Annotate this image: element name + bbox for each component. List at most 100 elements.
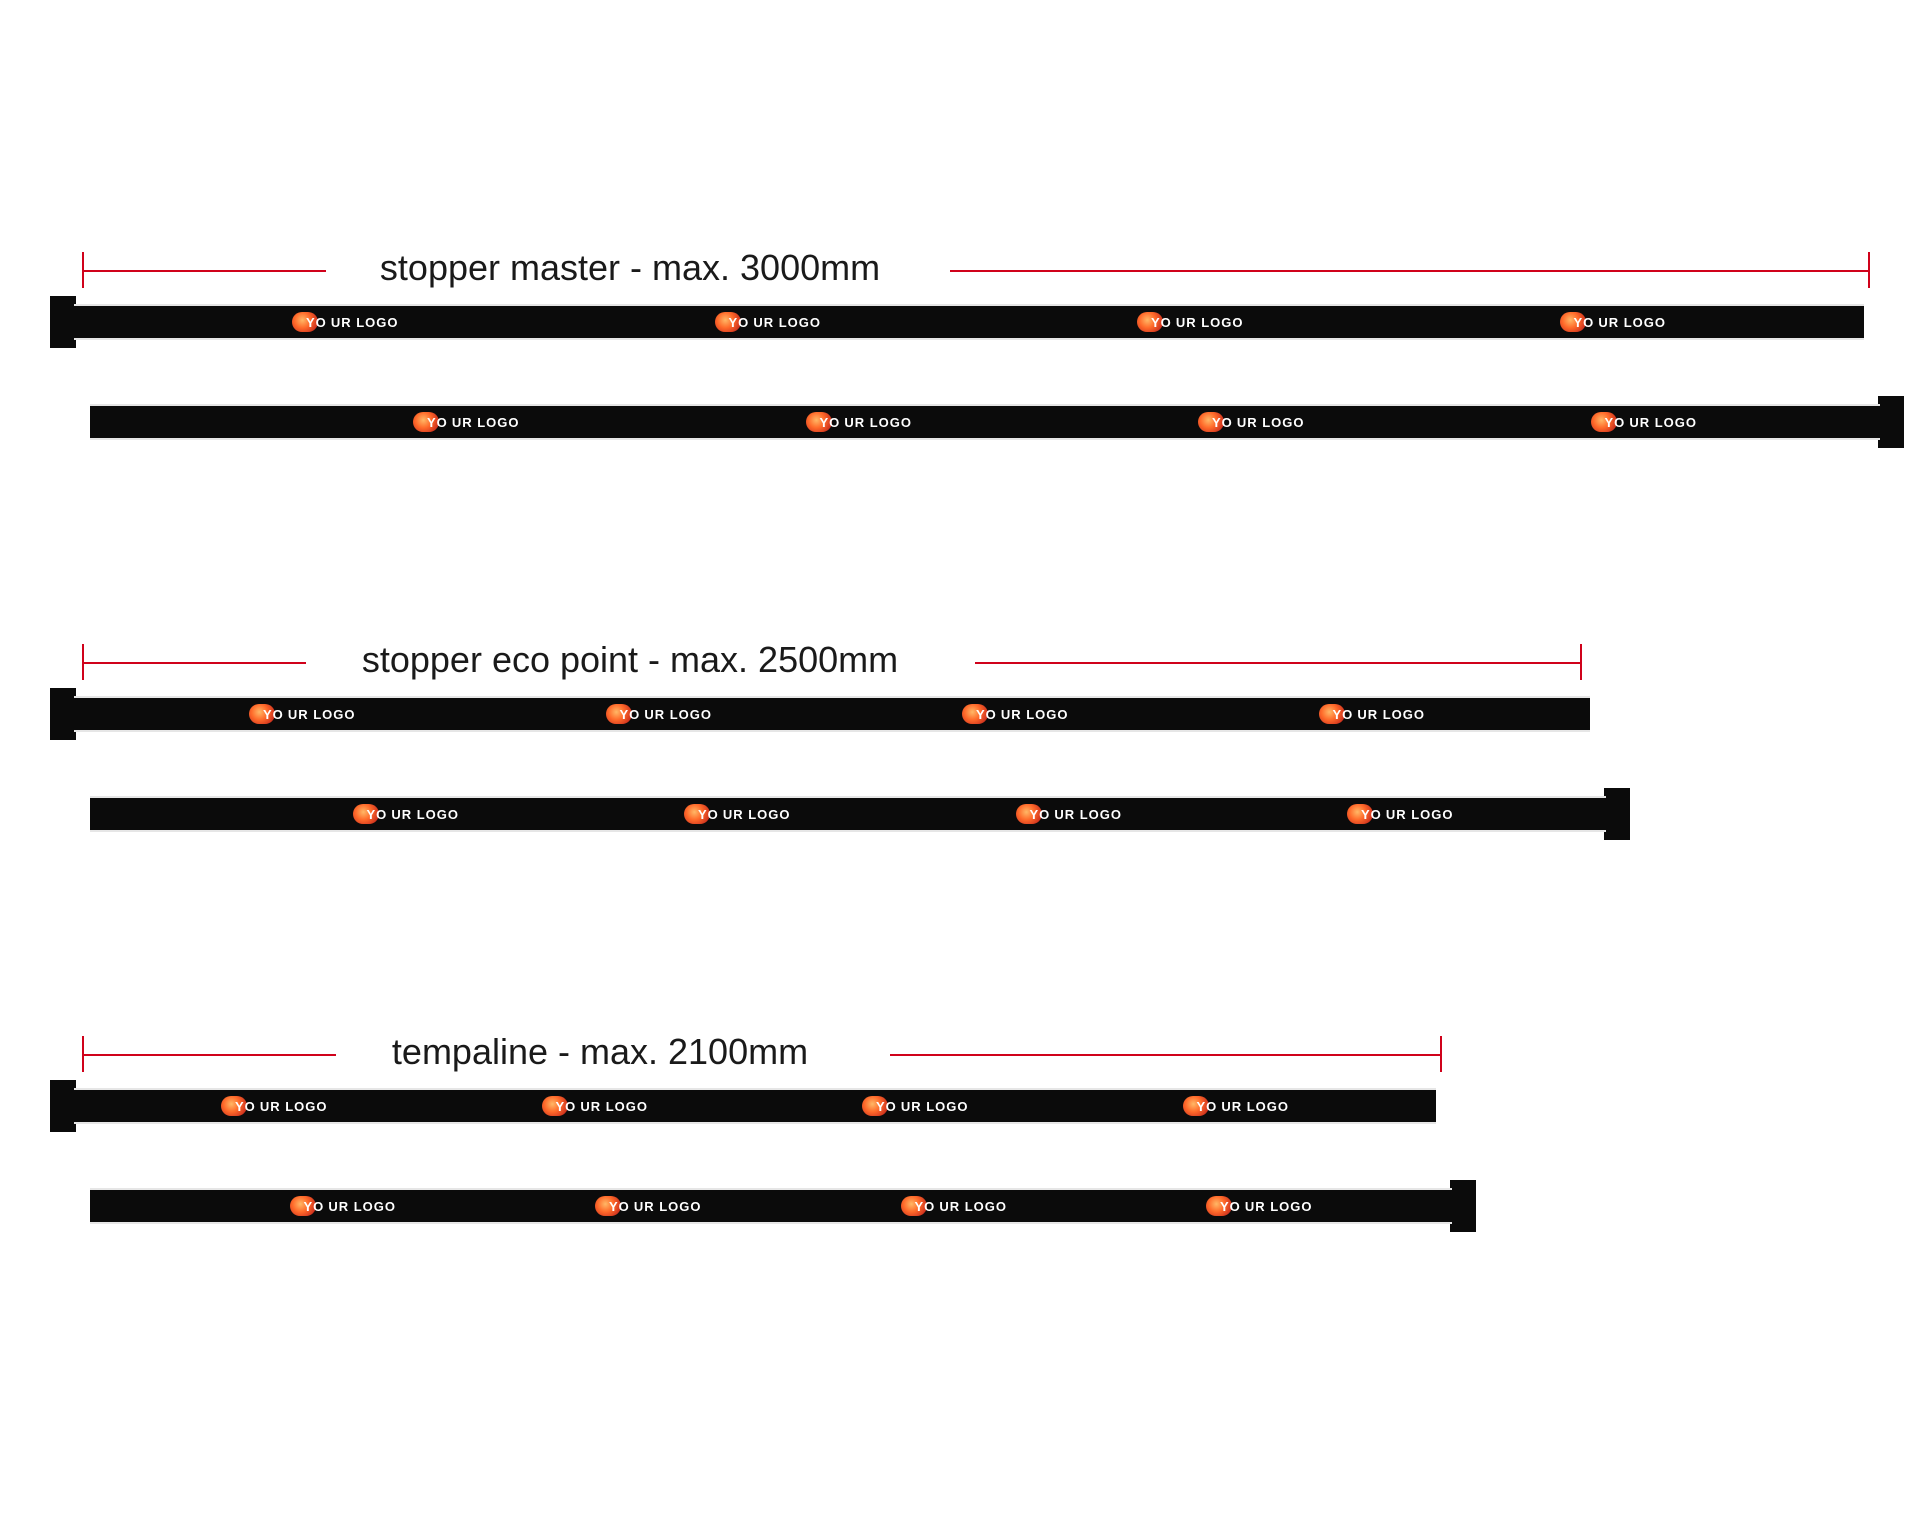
bar-end-cap-right [1878, 396, 1904, 448]
dimension-line: stopper master - max. 3000mm [0, 252, 1920, 288]
dimension-label: stopper eco point - max. 2500mm [348, 639, 912, 681]
your-logo-badge: YO UR LOGO [862, 1096, 968, 1116]
logo-text-right: UR LOGO [1245, 1199, 1313, 1214]
logo-text-right: UR LOGO [391, 807, 459, 822]
your-logo-badge: YOUR LOGO [542, 1096, 648, 1116]
your-logo-badge: YOUR LOGO [353, 804, 459, 824]
logo-text-right: UR LOGO [1357, 707, 1425, 722]
your-logo-badge: YOUR LOGO [806, 412, 912, 432]
logo-text-right: UR LOGO [723, 807, 791, 822]
your-logo-badge: YO UR LOGO [1206, 1196, 1312, 1216]
logo-text-right: UR LOGO [1176, 315, 1244, 330]
bar-end-cap-left [50, 1080, 76, 1132]
logo-text-left: YO [698, 807, 719, 822]
dimension-tick-left [82, 252, 84, 288]
logo-text-left: YO [1361, 807, 1382, 822]
bar-end-cap-right [1604, 788, 1630, 840]
logo-text-right: UR LOGO [1221, 1099, 1289, 1114]
your-logo-badge: YOUR LOGO [1016, 804, 1122, 824]
bar-rail: YOUR LOGOYOUR LOGOYOUR LOGOYOUR LOGO [90, 796, 1606, 832]
dimension-segment-right [950, 270, 1868, 272]
product-bar: YOUR LOGOYOUR LOGOYOUR LOGOYOUR LOGO [70, 796, 1626, 832]
your-logo-badge: YOUR LOGO [1137, 312, 1243, 332]
product-bar: YOUR LOGOYOUR LOGOYOUR LOGOYOUR LOGO [70, 404, 1900, 440]
logo-text-left: YO [427, 415, 448, 430]
logo-text-left: YO [1030, 807, 1051, 822]
logo-text-right: UR LOGO [1629, 415, 1697, 430]
logo-text-left: YO [1605, 415, 1626, 430]
your-logo-badge: YOUR LOGO [901, 1196, 1007, 1216]
product-bar: YOUR LOGOYOUR LOGOYOUR LOGOYOUR LOGO [54, 696, 1610, 732]
logo-text-left: YO [820, 415, 841, 430]
your-logo-badge: YO UR LOGO [413, 412, 519, 432]
bar-rail: YOUR LOGOYOUR LOGOYOUR LOGOYOUR LOGO [74, 1088, 1436, 1124]
logo-text-right: UR LOGO [901, 1099, 969, 1114]
dimension-tick-right [1440, 1036, 1442, 1072]
your-logo-badge: YO UR LOGO [292, 312, 398, 332]
your-logo-badge: YO UR LOGO [1347, 804, 1453, 824]
logo-text-right: UR LOGO [331, 315, 399, 330]
logo-text-left: YO [609, 1199, 630, 1214]
logo-text-left: YO [235, 1099, 256, 1114]
bar-end-cap-right [1450, 1180, 1476, 1232]
logo-text-right: UR LOGO [634, 1199, 702, 1214]
your-logo-badge: YOUR LOGO [290, 1196, 396, 1216]
bar-end-cap-left [50, 296, 76, 348]
product-size-diagram: stopper master - max. 3000mmYOUR LOGOYOU… [0, 0, 1920, 1536]
bar-rail: YOUR LOGOYOUR LOGOYOUR LOGOYOUR LOGO [74, 304, 1864, 340]
your-logo-badge: YOUR LOGO [249, 704, 355, 724]
logo-text-right: UR LOGO [1386, 807, 1454, 822]
logo-text-left: YO [306, 315, 327, 330]
dimension-tick-right [1868, 252, 1870, 288]
bar-rail: YOUR LOGOYOUR LOGOYOUR LOGOYOUR LOGO [74, 696, 1590, 732]
logo-text-left: YO [620, 707, 641, 722]
your-logo-badge: YOUR LOGO [1319, 704, 1425, 724]
dimension-segment-left [82, 1054, 336, 1056]
dimension-tick-left [82, 1036, 84, 1072]
dimension-segment-right [890, 1054, 1440, 1056]
logo-text-right: UR LOGO [1598, 315, 1666, 330]
product-bar: YOUR LOGOYOUR LOGOYOUR LOGOYOUR LOGO [54, 304, 1884, 340]
logo-text-right: UR LOGO [1237, 415, 1305, 430]
product-bar: YOUR LOGOYOUR LOGOYOUR LOGOYOUR LOGO [70, 1188, 1472, 1224]
logo-text-right: UR LOGO [844, 415, 912, 430]
dimension-label: stopper master - max. 3000mm [366, 247, 894, 289]
your-logo-badge: YOUR LOGO [1183, 1096, 1289, 1116]
logo-text-left: YO [304, 1199, 325, 1214]
logo-text-right: UR LOGO [1054, 807, 1122, 822]
logo-text-right: UR LOGO [260, 1099, 328, 1114]
dimension-segment-right [975, 662, 1580, 664]
logo-text-left: YO [556, 1099, 577, 1114]
your-logo-badge: YOUR LOGO [606, 704, 712, 724]
your-logo-badge: YO UR LOGO [221, 1096, 327, 1116]
your-logo-badge: YO UR LOGO [962, 704, 1068, 724]
dimension-segment-left [82, 662, 306, 664]
dimension-label: tempaline - max. 2100mm [378, 1031, 822, 1073]
logo-text-left: YO [876, 1099, 897, 1114]
your-logo-badge: YO UR LOGO [684, 804, 790, 824]
logo-text-right: UR LOGO [939, 1199, 1007, 1214]
logo-text-left: YO [729, 315, 750, 330]
dimension-segment-left [82, 270, 326, 272]
logo-text-left: YO [367, 807, 388, 822]
logo-text-left: YO [1197, 1099, 1218, 1114]
bar-end-cap-left [50, 688, 76, 740]
logo-text-right: UR LOGO [644, 707, 712, 722]
logo-text-left: YO [915, 1199, 936, 1214]
logo-text-right: UR LOGO [452, 415, 520, 430]
your-logo-badge: YOUR LOGO [1560, 312, 1666, 332]
logo-text-left: YO [1220, 1199, 1241, 1214]
dimension-tick-left [82, 644, 84, 680]
logo-text-right: UR LOGO [1001, 707, 1069, 722]
dimension-tick-right [1580, 644, 1582, 680]
product-bar: YOUR LOGOYOUR LOGOYOUR LOGOYOUR LOGO [54, 1088, 1456, 1124]
logo-text-right: UR LOGO [288, 707, 356, 722]
logo-text-left: YO [1574, 315, 1595, 330]
your-logo-badge: YOUR LOGO [1198, 412, 1304, 432]
logo-text-right: UR LOGO [328, 1199, 396, 1214]
dimension-line: tempaline - max. 2100mm [0, 1036, 1920, 1072]
bar-rail: YOUR LOGOYOUR LOGOYOUR LOGOYOUR LOGO [90, 1188, 1452, 1224]
your-logo-badge: YOUR LOGO [715, 312, 821, 332]
logo-text-left: YO [976, 707, 997, 722]
logo-text-right: UR LOGO [753, 315, 821, 330]
